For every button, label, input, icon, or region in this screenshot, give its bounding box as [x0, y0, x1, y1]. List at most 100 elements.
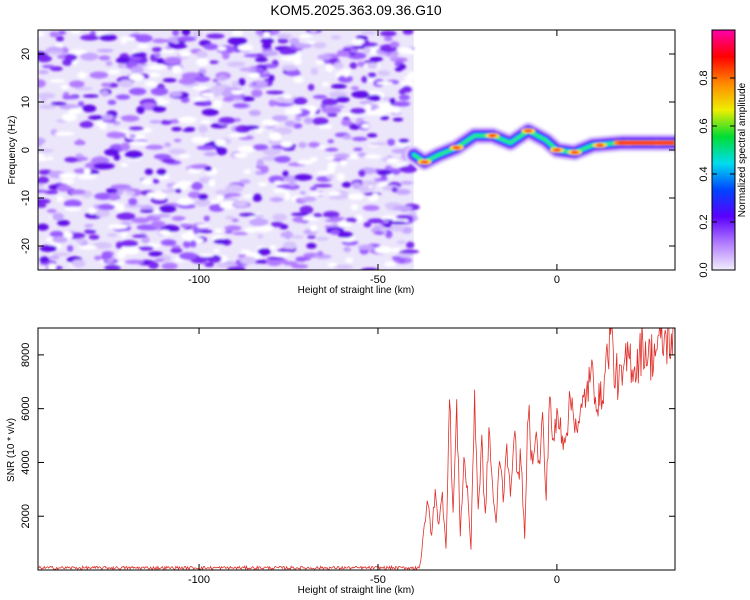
noise-speckle — [268, 99, 277, 107]
trace-peak-core — [552, 148, 561, 152]
noise-speckle — [151, 213, 172, 218]
noise-speckle — [376, 81, 394, 85]
noise-speckle — [194, 86, 206, 91]
noise-speckle — [120, 230, 128, 239]
noise-speckle — [38, 203, 47, 208]
noise-speckle — [256, 159, 264, 168]
noise-speckle — [78, 245, 98, 250]
noise-speckle — [48, 255, 60, 260]
noise-speckle — [214, 228, 223, 233]
noise-speckle — [294, 42, 313, 49]
noise-speckle — [377, 70, 391, 77]
noise-speckle — [79, 121, 94, 128]
noise-speckle — [150, 220, 166, 229]
noise-speckle — [223, 87, 244, 91]
noise-speckle — [74, 86, 94, 91]
noise-speckle — [120, 115, 140, 122]
noise-speckle — [351, 38, 365, 44]
x-tick-label: 0 — [554, 274, 560, 286]
noise-speckle — [173, 138, 182, 143]
noise-speckle — [38, 92, 56, 99]
noise-speckle — [276, 248, 296, 253]
noise-speckle — [92, 242, 113, 250]
noise-speckle — [307, 83, 315, 91]
noise-speckle — [116, 212, 136, 221]
noise-speckle — [141, 235, 150, 244]
y-tick-label: 4000 — [20, 450, 32, 474]
noise-speckle — [398, 94, 410, 101]
noise-speckle — [38, 156, 48, 162]
noise-speckle — [374, 107, 388, 114]
noise-speckle — [239, 67, 257, 72]
noise-speckle — [408, 211, 418, 216]
noise-speckle — [392, 107, 401, 114]
noise-speckle — [282, 241, 297, 250]
noise-speckle — [158, 230, 171, 235]
noise-speckle — [368, 94, 381, 102]
noise-speckle — [393, 101, 411, 107]
noise-speckle — [289, 37, 300, 45]
noise-speckle — [392, 117, 404, 122]
trace-peak-core — [595, 143, 604, 147]
noise-speckle — [361, 180, 379, 186]
noise-speckle — [210, 199, 220, 204]
noise-speckle — [366, 133, 378, 138]
colorbar-tick-label: 0.2 — [698, 214, 710, 229]
noise-speckle — [327, 112, 338, 117]
noise-speckle — [39, 245, 58, 252]
noise-speckle — [339, 160, 348, 166]
noise-speckle — [358, 244, 374, 251]
spectrogram-x-label: Height of straight line (km) — [298, 285, 415, 296]
y-tick-label: 20 — [20, 48, 32, 60]
noise-speckle — [55, 35, 64, 42]
noise-speckle — [382, 223, 392, 228]
noise-speckle — [395, 162, 408, 167]
noise-speckle — [48, 263, 57, 270]
noise-speckle — [77, 174, 97, 180]
x-tick-label: 0 — [554, 574, 560, 586]
noise-speckle — [271, 115, 289, 122]
noise-speckle — [238, 78, 246, 86]
noise-speckle — [180, 232, 195, 240]
noise-speckle — [156, 168, 167, 176]
noise-speckle — [261, 50, 279, 57]
noise-speckle — [350, 86, 360, 91]
noise-speckle — [64, 206, 81, 212]
noise-speckle — [291, 263, 309, 269]
noise-speckle — [312, 117, 329, 126]
noise-speckle — [360, 31, 377, 35]
colorbar-tick-label: 0.4 — [698, 166, 710, 181]
noise-speckle — [47, 156, 54, 161]
noise-speckle — [282, 170, 289, 178]
noise-speckle — [374, 246, 393, 254]
noise-speckle — [101, 251, 112, 260]
noise-speckle — [196, 224, 210, 228]
noise-speckle — [177, 181, 195, 186]
noise-speckle — [343, 246, 351, 253]
noise-speckle — [160, 119, 172, 125]
noise-speckle — [249, 218, 269, 227]
noise-speckle — [324, 147, 339, 152]
noise-speckle — [257, 247, 271, 256]
noise-speckle — [231, 30, 243, 37]
noise-speckle — [120, 246, 141, 255]
noise-speckle — [161, 158, 176, 164]
noise-speckle — [128, 87, 147, 96]
noise-speckle — [315, 171, 334, 175]
noise-speckle — [389, 41, 400, 48]
noise-speckle — [389, 97, 396, 104]
noise-speckle — [160, 239, 177, 246]
noise-speckle — [153, 153, 171, 160]
noise-speckle — [130, 66, 144, 74]
noise-speckle — [342, 134, 352, 140]
noise-speckle — [336, 96, 350, 103]
noise-speckle — [251, 89, 263, 98]
noise-speckle — [152, 38, 167, 44]
noise-speckle — [80, 52, 99, 61]
noise-speckle — [309, 224, 318, 232]
noise-speckle — [299, 33, 313, 39]
noise-speckle — [328, 195, 348, 200]
noise-speckle — [93, 162, 113, 170]
noise-speckle — [219, 200, 238, 210]
noise-speckle — [52, 236, 68, 244]
